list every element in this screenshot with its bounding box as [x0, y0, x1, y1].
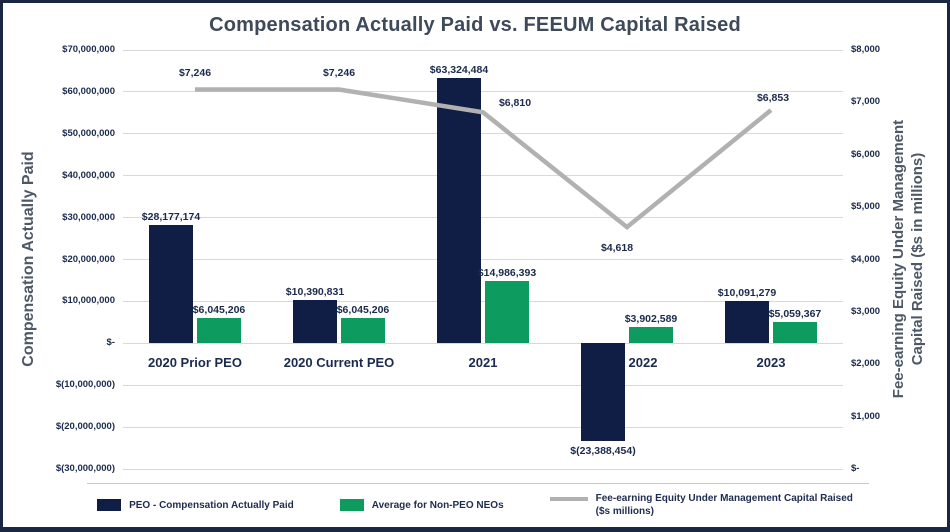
right-axis-tick-label: $5,000 [851, 201, 881, 213]
gridline [123, 384, 843, 386]
chart-title: Compensation Actually Paid vs. FEEUM Cap… [209, 14, 741, 36]
right-axis-title-line2: Capital Raised ($s in millions) [909, 152, 926, 366]
feeum-line [195, 87, 773, 230]
gridline [123, 175, 843, 177]
right-axis-title-line1: Fee-earning Equity Under Management [890, 119, 907, 399]
bar-data-label: $28,177,174 [141, 211, 201, 224]
bar-data-label: $63,324,484 [429, 63, 489, 76]
bar-nonpeo-average [773, 322, 817, 344]
gridline [123, 133, 843, 135]
right-axis-tick-label: $7,000 [851, 96, 881, 108]
left-axis-tick-label: $20,000,000 [62, 253, 115, 265]
peo-series-swatch-icon [97, 499, 122, 511]
bar-data-label: $10,390,831 [285, 285, 345, 298]
bar-data-label: $3,902,589 [624, 312, 678, 325]
legend-item-peo-cap: PEO - Compensation Actually Paid [97, 492, 294, 518]
bar-data-label: $14,986,393 [477, 266, 537, 279]
feeum-line-swatch-icon [549, 497, 588, 501]
bar-peo-compensation [149, 225, 193, 344]
left-axis-tick-label: $50,000,000 [62, 127, 115, 139]
left-axis-tick-label: $10,000,000 [62, 295, 115, 307]
legend-divider [87, 483, 869, 484]
bar-nonpeo-average [197, 317, 241, 344]
bar-data-label: $6,045,206 [336, 303, 390, 316]
gridline [123, 300, 843, 302]
line-data-label: $7,246 [178, 67, 212, 80]
left-axis-tick-label: $(10,000,000) [55, 379, 115, 391]
left-axis-tick-label: $60,000,000 [62, 85, 115, 97]
bar-data-label: $6,045,206 [192, 303, 246, 316]
left-axis-tick-label: $- [106, 337, 115, 349]
legend-item-feeum: Fee-earning Equity Under Management Capi… [549, 492, 853, 518]
right-axis-tick-label: $4,000 [851, 253, 881, 265]
right-axis-tick-label: $1,000 [851, 410, 881, 422]
left-axis-tick-label: $40,000,000 [62, 169, 115, 181]
bar-nonpeo-average [485, 280, 529, 344]
legend-label-feeum-line1: Fee-earning Equity Under Management Capi… [595, 493, 853, 504]
category-label: 2020 Prior PEO [148, 355, 242, 371]
bar-data-label: $(23,388,454) [570, 445, 636, 458]
bar-peo-compensation [581, 343, 625, 442]
right-axis-title: Fee-earning Equity Under Management Capi… [889, 39, 927, 479]
nonpeo-series-swatch-icon [339, 499, 364, 511]
bar-peo-compensation [437, 77, 481, 344]
gridline [123, 49, 843, 51]
line-data-label: $6,810 [498, 97, 532, 110]
category-label: 2020 Current PEO [283, 355, 395, 371]
left-axis-tick-label: $30,000,000 [62, 211, 115, 223]
right-axis-tick-label: $6,000 [851, 148, 881, 160]
right-axis-tick-label: $3,000 [851, 305, 881, 317]
category-label: 2022 [628, 355, 658, 371]
bar-peo-compensation [293, 299, 337, 344]
legend-label-nonpeo-avg: Average for Non-PEO NEOs [371, 499, 504, 511]
right-axis-tick-label: $8,000 [851, 44, 881, 55]
gridline [123, 259, 843, 260]
line-data-label: $7,246 [322, 67, 356, 80]
category-label: 2021 [468, 355, 498, 371]
right-axis-tick-label: $2,000 [851, 358, 881, 370]
left-axis-tick-label: $70,000,000 [62, 44, 115, 55]
left-axis-tick-label: $(20,000,000) [55, 421, 115, 433]
bar-nonpeo-average [341, 317, 385, 344]
legend-item-nonpeo-avg: Average for Non-PEO NEOs [339, 492, 504, 518]
line-data-label: $6,853 [756, 92, 790, 105]
gridline [123, 468, 843, 470]
legend-label-feeum-line2: ($s millions) [595, 506, 654, 517]
right-axis-tick-label: $- [851, 463, 860, 474]
gridline [123, 91, 843, 93]
gridline [123, 426, 843, 428]
category-label: 2023 [756, 355, 786, 371]
line-data-label: $4,618 [600, 242, 634, 255]
legend-label-peo-cap: PEO - Compensation Actually Paid [129, 499, 294, 511]
legend-label-feeum: Fee-earning Equity Under Management Capi… [596, 492, 853, 518]
left-axis-tick-label: $(30,000,000) [55, 463, 115, 474]
bar-data-label: $5,059,367 [768, 308, 822, 321]
bar-data-label: $10,091,279 [717, 287, 777, 300]
gridline [123, 217, 843, 219]
bar-peo-compensation [725, 301, 769, 344]
gridline [123, 342, 843, 344]
legend: PEO - Compensation Actually Paid Average… [3, 492, 947, 518]
bar-nonpeo-average [629, 326, 673, 344]
